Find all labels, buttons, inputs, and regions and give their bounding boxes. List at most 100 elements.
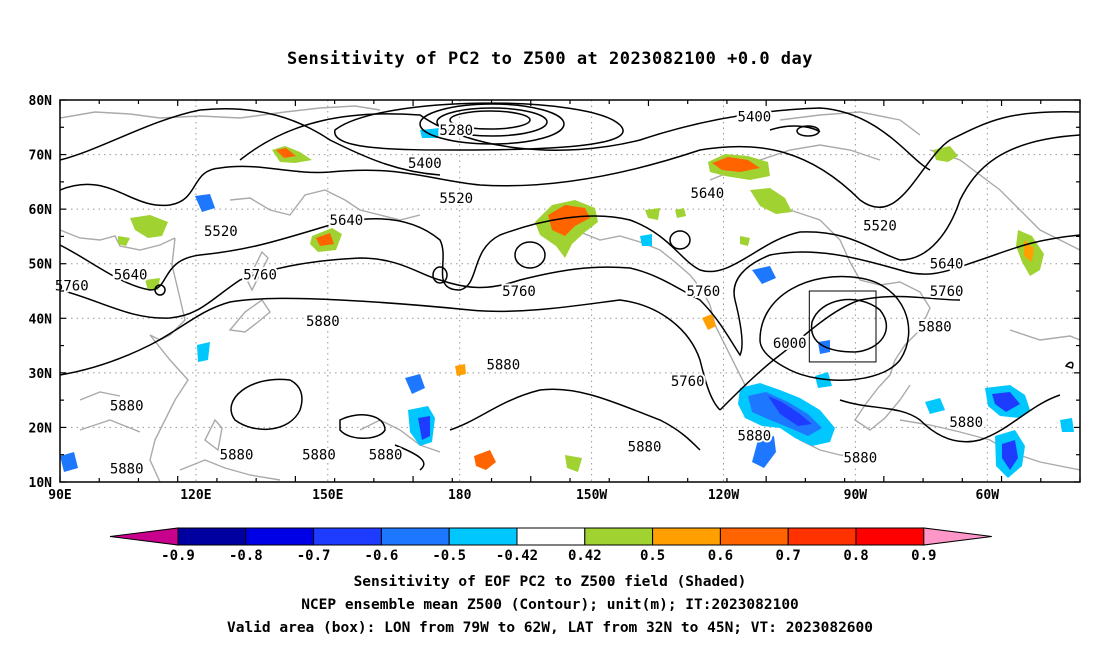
contour-label: 5880 (110, 399, 144, 415)
contour-label: 5760 (502, 284, 536, 300)
axis-ticks (59, 99, 1081, 483)
contour-label: 5880 (369, 448, 403, 464)
colorbar-swatch (787, 527, 857, 546)
positive-patch (712, 157, 760, 172)
contour-label: 5280 (439, 123, 473, 139)
negative-patch (1002, 440, 1018, 470)
positive-patch (675, 208, 686, 218)
negative-patch (197, 342, 210, 362)
contour-label: 5640 (330, 213, 364, 229)
colorbar-swatch (380, 527, 450, 546)
contour-label: 5400 (408, 156, 442, 172)
colorbar-swatch (177, 527, 247, 546)
colorbar-swatch (719, 527, 789, 546)
contour-label: 5520 (863, 219, 897, 235)
positive-patch (750, 188, 792, 214)
negative-patch (640, 234, 652, 246)
contour-label: 5640 (114, 268, 148, 284)
contour-labels: 5400 5280 5400 5520 5640 5520 5520 5640 5640 5760… (53, 107, 985, 479)
colorbar-label: -0.6 (365, 548, 399, 564)
colorbar-label: -0.9 (161, 548, 195, 564)
colorbar-label: 0.9 (911, 548, 936, 564)
colorbar-swatch (584, 527, 654, 546)
colorbar-label: -0.5 (432, 548, 466, 564)
colorbar-label: -0.7 (297, 548, 331, 564)
lat-label: 40N (29, 312, 53, 327)
lon-label: 150E (312, 488, 343, 503)
lon-label: 90E (48, 488, 71, 503)
contour-label: 5880 (738, 429, 772, 445)
contour-label: 5880 (949, 415, 983, 431)
colorbar-label: 0.5 (640, 548, 665, 564)
positive-patch (118, 236, 130, 246)
caption-line-3: Valid area (box): LON from 79W to 62W, L… (226, 620, 873, 636)
lat-label: 60N (29, 203, 53, 218)
positive-patch (548, 205, 590, 236)
lon-label: 120W (708, 488, 739, 503)
positive-patch (565, 455, 582, 472)
colorbar-label: 0.42 (568, 548, 602, 564)
positive-patch (474, 450, 496, 470)
negative-patch (752, 266, 776, 284)
negative-patch (992, 392, 1020, 412)
positive-patch (702, 314, 716, 330)
contour-label: 5760 (930, 284, 964, 300)
lat-label: 10N (29, 476, 53, 491)
positive-patch (130, 215, 168, 238)
lon-label: 60W (976, 488, 1000, 503)
contour-label: 5520 (204, 224, 238, 240)
contour-label: 5760 (671, 374, 705, 390)
contour-label: 6000 (773, 336, 807, 352)
colorbar-swatch (313, 527, 382, 546)
longitude-labels: 90E 120E 150E 180 150W 120W 90W 60W (48, 488, 999, 503)
negative-patch (925, 398, 945, 414)
colorbar-label: 0.8 (843, 548, 868, 564)
colorbar-swatch (855, 527, 925, 546)
contour-label: 5880 (220, 448, 254, 464)
contour-label: 5880 (110, 461, 144, 477)
contour-label: 5640 (930, 257, 964, 273)
lat-label: 70N (29, 149, 53, 164)
colorbar-label: -0.8 (229, 548, 263, 564)
lon-label: 120E (180, 488, 211, 503)
z500-contours (60, 102, 1080, 471)
negative-patch (1060, 418, 1074, 432)
contour-label: 5880 (843, 450, 877, 466)
contour-label: 5880 (628, 440, 662, 456)
lat-label: 80N (29, 94, 53, 109)
colorbar-swatch (245, 527, 315, 546)
colorbar-low-extend (109, 527, 179, 546)
lon-label: 150W (576, 488, 607, 503)
lat-label: 20N (29, 421, 53, 436)
positive-patch (455, 364, 466, 376)
colorbar-swatch (516, 527, 586, 546)
positive-patch (316, 233, 334, 246)
negative-patch (60, 452, 78, 472)
plot-title: Sensitivity of PC2 to Z500 at 2023082100… (286, 49, 813, 69)
negative-patch (815, 372, 832, 388)
colorbar-high-extend (923, 527, 992, 546)
valid-area-box (808, 290, 877, 363)
contour-label: 5520 (439, 191, 473, 207)
negative-patch (405, 374, 425, 394)
positive-patch (645, 208, 660, 220)
colorbar-label: 0.7 (776, 548, 801, 564)
positive-patch (740, 236, 750, 246)
positive-patch (276, 148, 296, 158)
lon-label: 180 (448, 488, 472, 503)
colorbar-swatch (652, 527, 721, 546)
contour-label: 5640 (690, 186, 724, 202)
contour-label: 5400 (738, 109, 772, 125)
colorbar-label: -0.42 (496, 548, 538, 564)
contour-label: 5880 (918, 319, 952, 335)
negative-patch (752, 436, 776, 468)
negative-patch (195, 194, 215, 212)
lat-label: 50N (29, 258, 53, 273)
negative-patch (768, 396, 812, 426)
colorbar: -0.9 -0.8 -0.7 -0.6 -0.5 -0.42 0.42 0.5 0.6 0.7 0.… (109, 527, 992, 564)
contour-label: 5880 (486, 358, 520, 374)
caption-line-2: NCEP ensemble mean Z500 (Contour); unit(… (301, 597, 799, 613)
caption-line-1: Sensitivity of EOF PC2 to Z500 field (Sh… (353, 574, 747, 590)
contour-label: 5760 (687, 284, 721, 300)
